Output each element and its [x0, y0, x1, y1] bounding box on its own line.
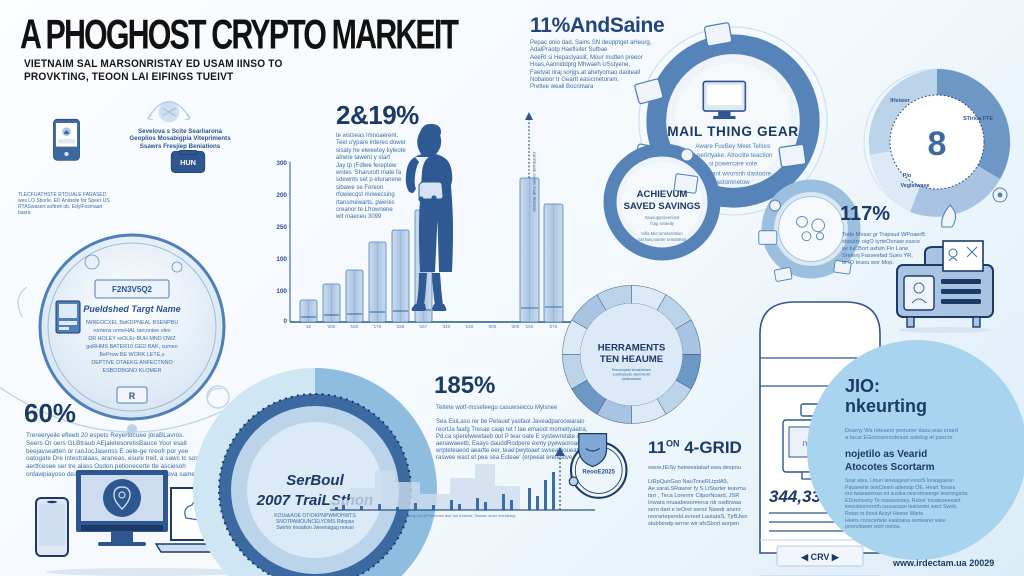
svg-text:TEN HEAUME: TEN HEAUME [600, 354, 664, 365]
svg-text:100: 100 [276, 288, 287, 295]
svg-text:BeProw BE WORK LETE,s: BeProw BE WORK LETE,s [99, 352, 164, 358]
svg-text:Resromgalad stimartatdone: Resromgalad stimartatdone [612, 368, 651, 372]
svg-text:IWREOCXEL BaKDPNEAL BSENPBU: IWREOCXEL BaKDPNEAL BSENPBU [86, 320, 179, 326]
svg-text:SAVED SAVINGS: SAVED SAVINGS [624, 201, 701, 212]
svg-text:8: 8 [928, 125, 947, 163]
svg-text:HERRAMENTS: HERRAMENTS [598, 343, 666, 354]
svg-text:100: 100 [276, 256, 287, 263]
svg-text:Pio: Pio [903, 173, 912, 179]
svg-text:ACHIEVUM: ACHIEVUM [637, 189, 688, 200]
svg-text:'175: '175 [373, 324, 382, 329]
svg-text:◀ CRV ▶: ◀ CRV ▶ [800, 552, 840, 562]
svg-text:ReooE2025: ReooE2025 [582, 470, 615, 476]
svg-text:0: 0 [283, 318, 287, 325]
svg-text:IHsisier: IHsisier [890, 98, 910, 104]
svg-text:HUN: HUN [180, 158, 196, 167]
svg-text:gaRHMS BATER10 GED BAK, cumeo: gaRHMS BATER10 GED BAK, cumeo [86, 344, 178, 350]
svg-text:Saosupproeenmst: Saosupproeenmst [645, 215, 681, 220]
svg-text:e,weifayaoste eleenmevito: e,weifayaoste eleenmevito [613, 373, 651, 377]
svg-text:'200: '200 [488, 324, 497, 329]
svg-text:saslfasaotase: saslfasaotase [622, 377, 642, 381]
svg-text:ESBODBGNO KLOMER: ESBODBGNO KLOMER [102, 368, 161, 374]
svg-text:cat fwscoaeter temartewt: cat fwscoaeter temartewt [638, 237, 687, 242]
svg-text:'150: '150 [525, 324, 534, 329]
svg-text:Vegistwase: Vegistwase [900, 183, 929, 189]
svg-text:Swirtio rieaation Jweenagag re: Swirtio rieaation Jweenagag rewao [276, 525, 354, 531]
svg-text:romens ormeHAL tarconiee olev: romens ormeHAL tarconiee olev [93, 328, 170, 334]
svg-text:INCREASE OVER TIME PERIOD: INCREASE OVER TIME PERIOD [532, 152, 537, 212]
svg-text:250: 250 [276, 224, 287, 231]
svg-text:Fneay wsLjfPntmevee ase too tr: Fneay wsLjfPntmevee ase too tresewt, Taw… [405, 513, 516, 518]
svg-text:300: 300 [276, 160, 287, 167]
svg-text:f tag seiaeity: f tag seiaeity [650, 221, 675, 226]
svg-text:F2N3V5Q2: F2N3V5Q2 [112, 285, 153, 294]
svg-text:Pueldshed Targt Name: Pueldshed Targt Name [83, 304, 180, 314]
svg-text:'15: '15 [305, 324, 311, 329]
svg-text:'150: '150 [350, 324, 359, 329]
svg-text:DR HOLEY reOLEr-BUH MND OWZ: DR HOLEY reOLEr-BUH MND OWZ [88, 336, 176, 342]
svg-text:200: 200 [276, 192, 287, 199]
svg-text:R: R [129, 391, 136, 401]
svg-text:'200: '200 [327, 324, 336, 329]
svg-text:tofla Micrometarottion: tofla Micrometarottion [641, 231, 683, 236]
svg-text:STirioa FTE: STirioa FTE [963, 116, 993, 122]
svg-text:DEPTIVE OTAEKG ANFECTNNO: DEPTIVE OTAEKG ANFECTNNO [91, 360, 172, 366]
svg-text:'305: '305 [511, 324, 520, 329]
svg-text:'275: '275 [549, 324, 558, 329]
